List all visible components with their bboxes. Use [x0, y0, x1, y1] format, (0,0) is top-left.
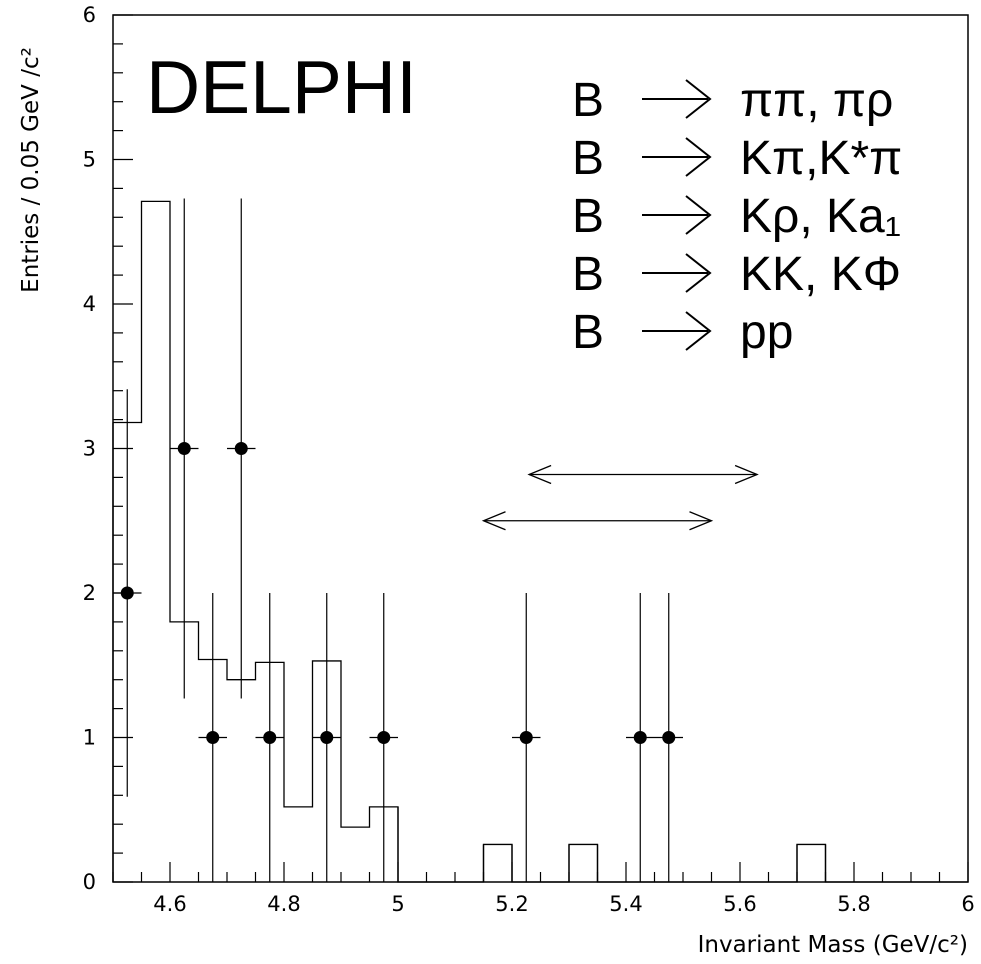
decay-products-label: Kπ,K*π — [740, 132, 902, 185]
histogram-bin — [569, 844, 598, 882]
x-tick-label: 5.2 — [495, 892, 528, 916]
data-point — [177, 442, 191, 455]
data-point — [234, 442, 248, 455]
y-tick-label: 3 — [83, 437, 96, 461]
decay-products-label: pp — [740, 306, 793, 359]
x-axis-title: Invariant Mass (GeV/c²) — [698, 932, 968, 958]
y-tick-label: 4 — [83, 292, 96, 316]
data-point — [206, 731, 220, 744]
decay-parent-label: B — [572, 306, 604, 359]
x-tick-label: 4.8 — [267, 892, 300, 916]
decay-arrow-icon — [642, 137, 712, 177]
y-axis-title: Entries / 0.05 GeV /c² — [18, 47, 44, 293]
data-point — [662, 731, 676, 744]
x-tick-label: 5 — [391, 892, 404, 916]
data-point — [320, 731, 334, 744]
mass-window-arrow — [527, 464, 759, 485]
mc-histogram — [112, 200, 968, 883]
decay-parent-label: B — [572, 74, 604, 127]
decay-parent-label: B — [572, 132, 604, 185]
x-tick-label: 5.6 — [723, 892, 756, 916]
decay-products-label: ππ, πρ — [740, 74, 893, 127]
y-tick-label: 5 — [83, 148, 96, 172]
y-tick-label: 2 — [83, 581, 96, 605]
histogram-bin — [341, 827, 370, 882]
y-tick-label: 6 — [83, 3, 96, 27]
decay-parent-label: B — [572, 248, 604, 301]
data-point — [377, 731, 391, 744]
data-point — [633, 731, 647, 744]
x-tick-label: 4.6 — [153, 892, 186, 916]
histogram-bin — [227, 680, 256, 882]
decay-arrow-icon — [642, 195, 712, 235]
decay-products-label: Kρ, Ka₁ — [740, 190, 901, 243]
mass-windows — [481, 464, 759, 531]
decay-arrow-icon — [642, 311, 712, 351]
decay-parent-label: B — [572, 190, 604, 243]
decay-arrow-icon — [642, 253, 712, 293]
data-point — [120, 586, 134, 600]
histogram-bin — [284, 807, 313, 882]
x-tick-label: 5.8 — [837, 892, 870, 916]
decay-products-label: KK, KΦ — [740, 248, 901, 301]
y-tick-label: 1 — [83, 726, 96, 750]
data-point — [519, 731, 533, 744]
data-point — [263, 731, 277, 744]
data-points — [113, 198, 683, 882]
experiment-label: DELPHI — [146, 45, 417, 129]
histogram-bin — [484, 844, 513, 882]
histogram-bin — [142, 201, 171, 882]
axis-ticks — [112, 14, 969, 883]
axis-tick-labels: 4.6 4.8 5 5.2 5.4 5.6 5.8 6 0 1 2 3 4 5 6 — [83, 3, 975, 916]
x-tick-label: 6 — [961, 892, 974, 916]
histogram-bin — [797, 844, 826, 882]
x-tick-label: 5.4 — [609, 892, 642, 916]
mass-window-arrow — [481, 511, 714, 531]
y-tick-label: 0 — [83, 870, 96, 894]
decay-arrow-icon — [642, 79, 712, 119]
